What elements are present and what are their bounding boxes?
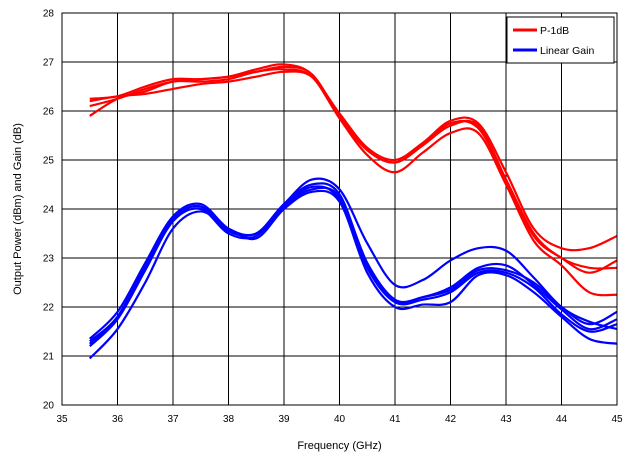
y-tick-label: 22 xyxy=(43,303,55,314)
y-tick-label: 23 xyxy=(43,254,55,265)
x-tick-label: 37 xyxy=(167,414,179,425)
x-tick-label: 41 xyxy=(389,414,401,425)
y-tick-label: 28 xyxy=(43,9,55,20)
x-tick-label: 39 xyxy=(278,414,290,425)
series-line-p-1db-3 xyxy=(89,65,618,274)
y-tick-label: 21 xyxy=(43,352,55,363)
x-tick-label: 36 xyxy=(112,414,124,425)
series-line-p-1db-2 xyxy=(89,70,618,252)
x-tick-label: 35 xyxy=(56,414,68,425)
x-tick-label: 40 xyxy=(334,414,346,425)
x-tick-label: 43 xyxy=(500,414,512,425)
x-tick-label: 38 xyxy=(223,414,235,425)
y-tick-label: 24 xyxy=(43,205,55,216)
y-tick-label: 26 xyxy=(43,107,55,118)
series-line-linear-gain-5 xyxy=(88,189,618,360)
y-tick-label: 25 xyxy=(43,156,55,167)
x-tick-label: 42 xyxy=(445,414,457,425)
x-tick-label: 45 xyxy=(611,414,623,425)
legend-label-linear-gain: Linear Gain xyxy=(540,45,594,57)
series-line-linear-gain-8 xyxy=(88,182,618,345)
legend: P-1dB Linear Gain xyxy=(506,16,615,64)
x-tick-label: 44 xyxy=(556,414,568,425)
y-axis-title: Output Power (dBm) and Gain (dB) xyxy=(12,123,24,295)
plot-frame xyxy=(61,12,618,406)
y-tick-labels: 20 21 22 23 24 25 26 27 28 xyxy=(43,9,55,412)
y-tick-label: 20 xyxy=(43,401,55,412)
series-layer xyxy=(88,63,618,360)
x-axis-title: Frequency (GHz) xyxy=(297,440,381,452)
legend-box xyxy=(506,16,615,64)
series-line-linear-gain-6 xyxy=(88,177,618,340)
legend-label-p1db: P-1dB xyxy=(540,25,569,37)
x-tick-labels: 35 36 37 38 39 40 41 42 43 44 45 xyxy=(56,414,623,425)
y-tick-label: 27 xyxy=(43,58,55,69)
